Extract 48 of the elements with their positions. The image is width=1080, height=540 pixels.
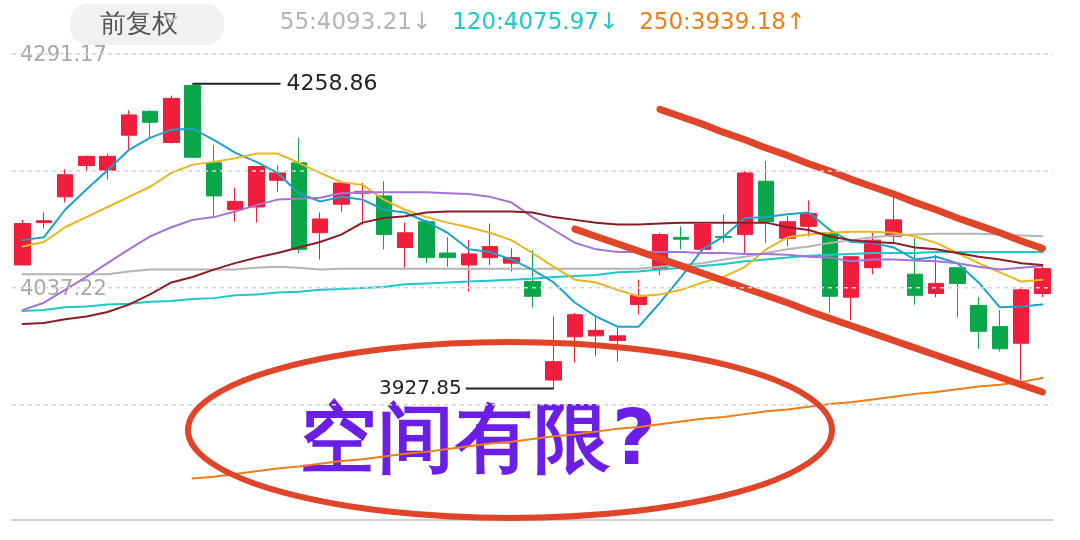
candlestick	[142, 109, 158, 138]
candlestick	[1013, 286, 1029, 381]
candlestick	[461, 239, 477, 293]
candlestick	[397, 222, 413, 269]
line-series	[21, 152, 1044, 298]
candlestick	[227, 187, 243, 223]
candlestick	[163, 95, 180, 144]
y-tick-label: 4291.17	[20, 42, 107, 66]
candlestick	[928, 254, 944, 298]
candlestick	[291, 137, 307, 254]
annotation: 4258.86	[286, 69, 378, 95]
candlestick	[439, 236, 456, 268]
candlestick	[184, 83, 201, 159]
candlestick	[248, 165, 265, 224]
candlestick	[545, 316, 562, 389]
candlestick	[907, 237, 923, 306]
text: 120:4075.97↓	[452, 7, 619, 34]
candlestick	[418, 219, 435, 264]
candlestick	[1034, 265, 1051, 298]
candlestick	[206, 144, 222, 217]
candlestick	[588, 316, 604, 357]
text: 55:4093.21↓	[279, 7, 432, 34]
candlestick	[970, 296, 987, 350]
candlestick	[737, 170, 753, 255]
line-series	[21, 251, 1044, 313]
text: 250:3939.18↑	[639, 7, 806, 34]
line-series	[21, 191, 1044, 312]
candlestick	[673, 225, 689, 250]
candlestick	[609, 327, 626, 363]
candlestick	[78, 154, 95, 173]
candlestick	[36, 212, 52, 229]
line-series	[21, 232, 1044, 276]
candlestick	[524, 249, 541, 308]
candlestick	[312, 212, 328, 260]
line-series	[21, 210, 1044, 325]
annotation: 3927.85	[379, 374, 462, 399]
candlestick	[949, 267, 966, 318]
candlestick	[14, 219, 31, 266]
candlestick	[843, 256, 859, 321]
candlestick	[992, 309, 1008, 353]
text: 前复权	[100, 8, 178, 38]
line-series	[21, 127, 1044, 328]
candlestick	[57, 168, 73, 203]
candlestick	[694, 222, 711, 252]
candlestick	[567, 312, 583, 364]
candlestick	[121, 109, 137, 151]
candlestick	[758, 160, 774, 244]
candlestick	[715, 213, 732, 244]
